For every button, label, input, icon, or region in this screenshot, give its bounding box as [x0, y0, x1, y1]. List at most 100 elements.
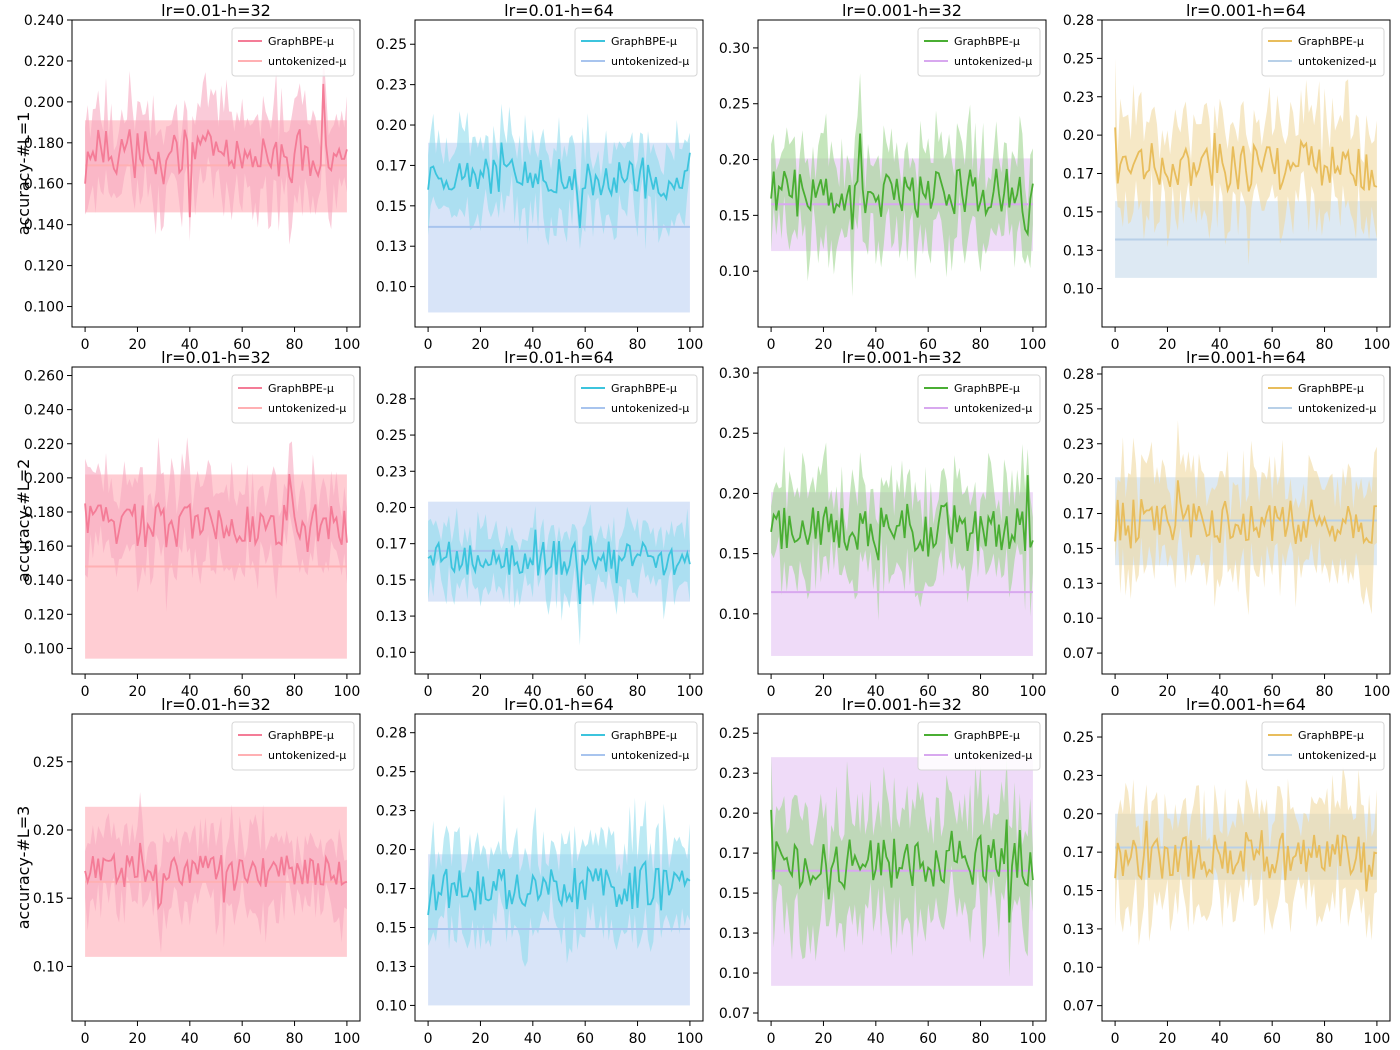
- x-tick-label: 100: [677, 1031, 704, 1047]
- legend-entry-untokenized: untokenized-μ: [611, 749, 689, 762]
- y-tick-label: 0.23: [376, 78, 407, 94]
- x-tick-label: 40: [1211, 337, 1229, 353]
- graphbpe-band: [1115, 58, 1377, 266]
- y-tick-label: 0.13: [1063, 922, 1094, 938]
- y-tick-label: 0.23: [376, 464, 407, 480]
- graphbpe-mean-line: [427, 859, 691, 916]
- x-tick-label: 40: [524, 1031, 542, 1047]
- y-tick-label: 0.25: [719, 426, 750, 442]
- graphbpe-mean-line: [84, 842, 348, 911]
- y-tick-label: 0.15: [376, 573, 407, 589]
- x-tick-label: 40: [181, 684, 199, 700]
- y-tick-label: 0.10: [376, 998, 407, 1014]
- x-tick-label: 0: [1111, 684, 1120, 700]
- y-tick-label: 0.17: [719, 846, 750, 862]
- y-tick-label: 0.160: [24, 177, 64, 193]
- x-tick-label: 80: [286, 1031, 304, 1047]
- y-axis-label: accuracy-#L=2: [14, 459, 33, 583]
- y-tick-label: 0.15: [1063, 541, 1094, 557]
- y-tick-label: 0.20: [719, 486, 750, 502]
- subplot-title: lr=0.01-h=64: [504, 348, 614, 367]
- y-tick-label: 0.13: [719, 926, 750, 942]
- subplot-title: lr=0.01-h=64: [504, 695, 614, 714]
- y-tick-label: 0.17: [1063, 507, 1094, 523]
- y-tick-label: 0.20: [1063, 128, 1094, 144]
- subplot-title: lr=0.001-h=64: [1186, 1, 1306, 20]
- subplot-r2-c3: 0 20 40 60 80 100 0.07 0.10 0.13 0.15 0.17 0.20 0.23…: [1063, 695, 1391, 1047]
- x-tick-label: 100: [1364, 1031, 1391, 1047]
- subplot-r0-c1: 0 20 40 60 80 100 0.10 0.13 0.15 0.17 0.20 0.23 0.25…: [376, 1, 704, 353]
- graphbpe-mean-line: [1114, 480, 1377, 549]
- y-tick-label: 0.28: [1063, 367, 1094, 383]
- x-tick-label: 80: [1316, 1031, 1334, 1047]
- y-tick-label: 0.30: [719, 366, 750, 382]
- x-tick-label: 40: [181, 1031, 199, 1047]
- y-tick-label: 0.25: [376, 428, 407, 444]
- y-tick-label: 0.120: [24, 607, 64, 623]
- graphbpe-mean-line: [770, 133, 1034, 237]
- legend-entry-untokenized: untokenized-μ: [1298, 402, 1376, 415]
- x-tick-label: 100: [334, 684, 361, 700]
- legend: GraphBPE-μ untokenized-μ: [1261, 27, 1385, 77]
- x-tick-label: 60: [576, 337, 594, 353]
- y-tick-label: 0.13: [376, 239, 407, 255]
- y-tick-label: 0.13: [1063, 243, 1094, 259]
- y-tick-label: 0.220: [24, 54, 64, 70]
- graphbpe-mean-line: [770, 809, 1034, 923]
- y-tick-label: 0.20: [33, 823, 64, 839]
- legend-entry-graphbpe: GraphBPE-μ: [1298, 382, 1364, 395]
- y-axis-label: accuracy-#L=3: [14, 806, 33, 930]
- x-tick-label: 0: [81, 684, 90, 700]
- subplot-r1-c0: 0 20 40 60 80 100 0.100 0.120 0.140 0.160 0.180 0.2…: [14, 348, 361, 700]
- x-tick-label: 0: [767, 337, 776, 353]
- graphbpe-band: [85, 437, 347, 612]
- legend-entry-untokenized: untokenized-μ: [1298, 55, 1376, 68]
- axes-frame: [414, 713, 704, 1022]
- x-tick-label: 20: [1159, 1031, 1177, 1047]
- x-tick-label: 40: [524, 684, 542, 700]
- x-tick-label: 60: [233, 684, 251, 700]
- subplot-title: lr=0.001-h=32: [842, 1, 962, 20]
- subplot-r1-c1: 0 20 40 60 80 100 0.10 0.13 0.15 0.17 0.20 0.23 0.25…: [376, 348, 704, 700]
- x-tick-label: 20: [129, 684, 147, 700]
- x-tick-label: 20: [815, 1031, 833, 1047]
- x-tick-label: 80: [972, 1031, 990, 1047]
- y-tick-label: 0.13: [376, 959, 407, 975]
- legend: GraphBPE-μ untokenized-μ: [231, 374, 355, 424]
- x-tick-label: 20: [815, 684, 833, 700]
- y-tick-label: 0.17: [1063, 845, 1094, 861]
- axes-frame: [757, 19, 1047, 328]
- x-tick-label: 60: [919, 1031, 937, 1047]
- legend-entry-untokenized: untokenized-μ: [611, 55, 689, 68]
- x-tick-label: 60: [919, 684, 937, 700]
- legend: GraphBPE-μ untokenized-μ: [917, 721, 1041, 771]
- subplot-r2-c2: 0 20 40 60 80 100 0.07 0.10 0.13 0.15 0.17 0.20 0.23…: [719, 695, 1047, 1047]
- y-tick-label: 0.10: [719, 264, 750, 280]
- x-tick-label: 0: [424, 337, 433, 353]
- y-tick-label: 0.25: [33, 755, 64, 771]
- x-tick-label: 60: [576, 1031, 594, 1047]
- x-tick-label: 100: [1020, 1031, 1047, 1047]
- x-tick-label: 0: [81, 337, 90, 353]
- legend-entry-untokenized: untokenized-μ: [954, 55, 1032, 68]
- graphbpe-mean-line: [427, 142, 691, 229]
- graphbpe-mean-line: [84, 83, 348, 218]
- legend: GraphBPE-μ untokenized-μ: [574, 374, 698, 424]
- graphbpe-band: [428, 504, 690, 646]
- axes-frame: [71, 19, 361, 328]
- y-tick-label: 0.20: [1063, 472, 1094, 488]
- legend: GraphBPE-μ untokenized-μ: [231, 721, 355, 771]
- x-tick-label: 40: [1211, 684, 1229, 700]
- x-tick-label: 0: [767, 1031, 776, 1047]
- y-tick-label: 0.20: [1063, 807, 1094, 823]
- legend-entry-untokenized: untokenized-μ: [954, 402, 1032, 415]
- axes-frame: [71, 713, 361, 1022]
- y-tick-label: 0.10: [719, 966, 750, 982]
- x-tick-label: 40: [181, 337, 199, 353]
- axes-frame: [1101, 366, 1391, 675]
- subplot-title: lr=0.001-h=32: [842, 695, 962, 714]
- legend: GraphBPE-μ untokenized-μ: [917, 374, 1041, 424]
- x-tick-label: 20: [472, 1031, 490, 1047]
- graphbpe-band: [85, 50, 347, 245]
- y-tick-label: 0.240: [24, 403, 64, 419]
